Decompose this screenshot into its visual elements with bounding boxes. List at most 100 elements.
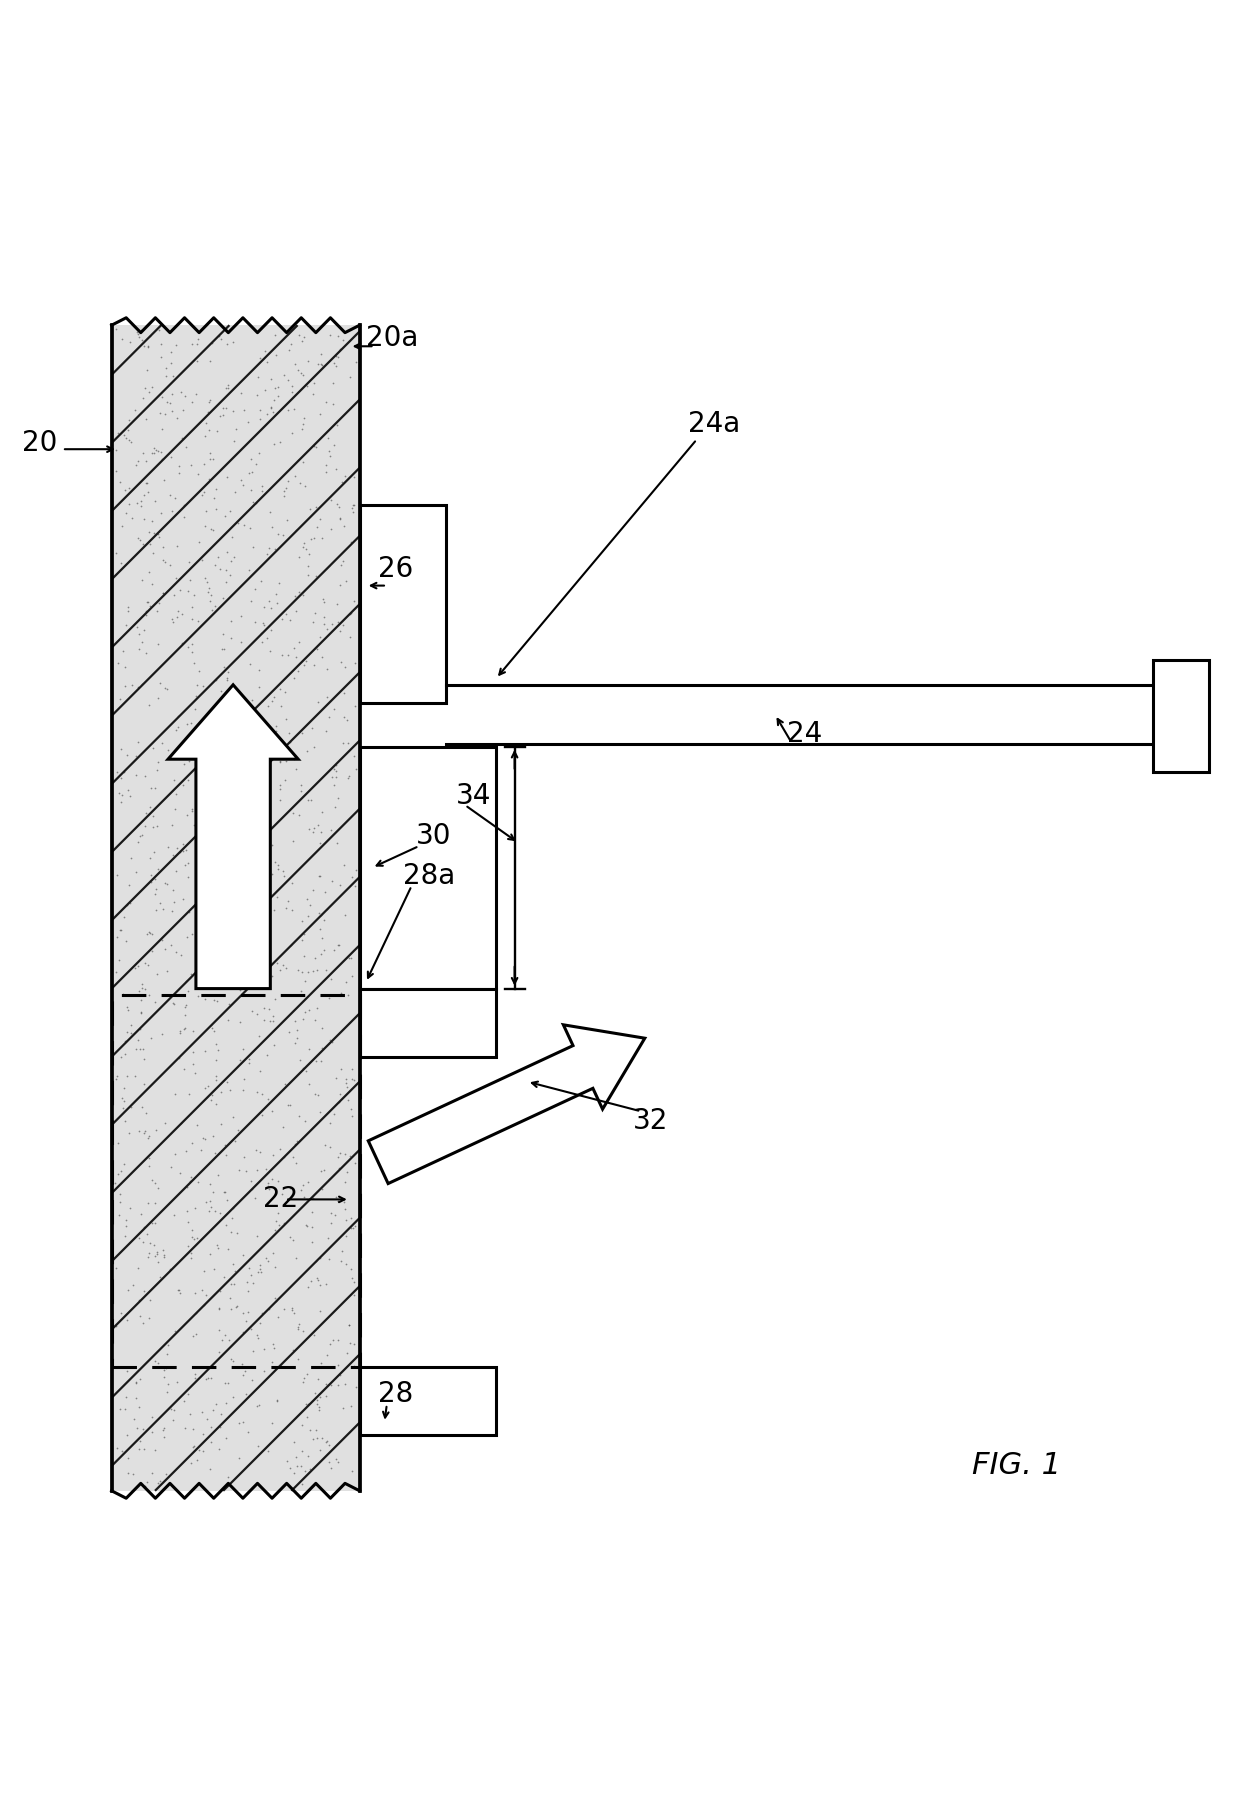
Point [193, 743, 213, 772]
Point [156, 1353, 176, 1382]
Point [120, 1193, 140, 1222]
Point [298, 957, 317, 986]
Point [258, 839, 278, 868]
Point [346, 1150, 366, 1179]
Point [293, 1367, 312, 1397]
Point [311, 340, 331, 369]
Point [213, 692, 233, 721]
Point [210, 321, 229, 350]
Point [203, 483, 223, 512]
Point [140, 774, 160, 803]
Point [286, 516, 306, 545]
Point [263, 1001, 283, 1030]
Point [326, 1444, 346, 1473]
Point [241, 650, 260, 679]
Point [244, 1184, 264, 1213]
Point [308, 634, 327, 663]
Point [195, 1073, 215, 1102]
Point [299, 814, 319, 843]
Point [319, 1447, 339, 1476]
Point [329, 1142, 348, 1171]
Point [153, 895, 172, 924]
Point [120, 888, 140, 917]
Point [309, 1395, 329, 1424]
Point [336, 1064, 356, 1093]
Point [122, 429, 141, 458]
Point [309, 686, 329, 716]
Point [317, 1340, 337, 1369]
Point [242, 458, 262, 487]
Point [211, 1199, 231, 1228]
Point [249, 439, 269, 469]
Point [320, 1108, 340, 1137]
Point [238, 1268, 258, 1297]
Point [122, 1093, 141, 1122]
Point [221, 496, 241, 525]
Point [187, 1111, 207, 1140]
Point [118, 1275, 138, 1304]
Point [242, 686, 262, 716]
Point [270, 785, 290, 814]
Point [246, 835, 265, 864]
Point [145, 1435, 165, 1464]
Point [310, 1435, 330, 1464]
Point [129, 636, 149, 665]
Point [115, 610, 135, 639]
Point [140, 528, 160, 558]
Point [239, 458, 259, 487]
Point [198, 398, 218, 427]
Point [325, 1200, 345, 1229]
Point [270, 726, 290, 755]
Point [326, 454, 346, 483]
Point [303, 1184, 322, 1213]
Point [217, 1186, 237, 1215]
Point [326, 1064, 346, 1093]
Point [316, 654, 336, 683]
Point [153, 1416, 172, 1446]
Point [280, 1173, 300, 1202]
Point [125, 1367, 145, 1397]
Point [234, 1064, 254, 1093]
Point [221, 547, 241, 576]
Point [133, 325, 153, 354]
Point [269, 568, 289, 597]
Point [267, 588, 286, 617]
Point [148, 1173, 167, 1202]
Point [215, 1177, 234, 1206]
Point [312, 1013, 332, 1042]
Point [226, 923, 246, 952]
Point [331, 503, 351, 532]
Point [296, 534, 316, 563]
Point [119, 1119, 139, 1148]
Point [218, 1006, 238, 1035]
Point [148, 1239, 167, 1268]
Point [129, 1222, 149, 1251]
Point [327, 1326, 347, 1355]
Point [234, 746, 254, 775]
Point [118, 1420, 138, 1449]
Point [335, 1195, 355, 1224]
Point [124, 1404, 144, 1433]
Point [165, 795, 185, 824]
Point [268, 1166, 288, 1195]
Point [322, 763, 342, 792]
Point [231, 628, 250, 657]
Point [131, 627, 151, 656]
Point [143, 372, 162, 401]
Point [247, 921, 267, 950]
Point [172, 628, 192, 657]
Point [157, 389, 177, 418]
Point [227, 961, 247, 990]
Point [331, 1055, 351, 1084]
Point [223, 1193, 243, 1222]
Point [115, 672, 135, 701]
Point [337, 705, 357, 734]
Point [174, 1053, 193, 1082]
Point [134, 1119, 154, 1148]
Point [279, 1017, 299, 1046]
Point [304, 608, 324, 637]
Point [289, 1100, 309, 1130]
Point [335, 652, 355, 681]
Point [252, 567, 272, 596]
Point [239, 1253, 259, 1282]
